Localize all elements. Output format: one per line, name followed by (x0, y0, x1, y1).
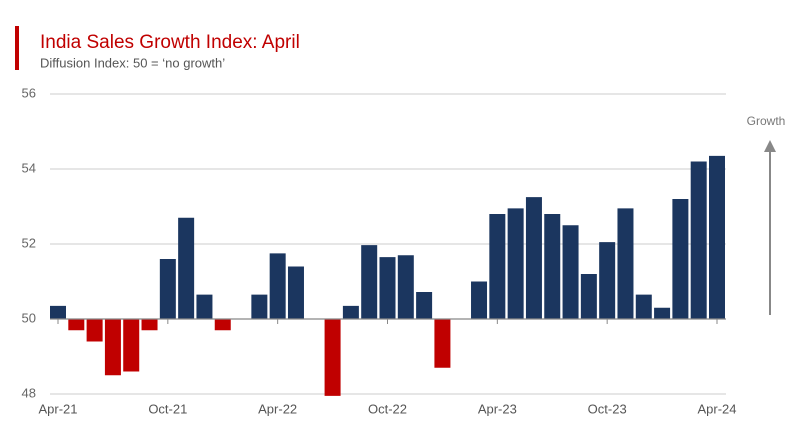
annotation: Growth (747, 114, 786, 128)
bar (580, 274, 597, 319)
bar (342, 305, 359, 319)
bar (416, 292, 433, 319)
bar (544, 214, 561, 319)
chart-subtitle: Diffusion Index: 50 = ‘no growth’ (40, 55, 225, 70)
bar (434, 319, 451, 368)
title-accent (15, 26, 19, 70)
bar (489, 214, 506, 319)
x-tick-label: Apr-24 (697, 401, 736, 416)
bar (324, 319, 341, 396)
y-tick-label: 48 (22, 385, 36, 400)
bar (50, 305, 66, 319)
bar (507, 208, 524, 319)
bar (251, 294, 268, 319)
bar (672, 199, 689, 319)
x-tick-label: Apr-21 (38, 401, 77, 416)
bar (709, 155, 725, 319)
growth-arrowhead (764, 140, 776, 152)
bar (617, 208, 634, 319)
y-tick-label: 50 (22, 310, 36, 325)
bar (562, 225, 579, 319)
bar (86, 319, 103, 342)
y-tick-label: 52 (22, 235, 36, 250)
y-tick-label: 54 (22, 160, 36, 175)
bar (214, 319, 231, 331)
bar (159, 259, 176, 319)
x-tick-label: Oct-21 (148, 401, 187, 416)
bar (525, 197, 542, 319)
bar (104, 319, 121, 376)
bar (196, 294, 213, 319)
bar (397, 255, 414, 319)
bar (141, 319, 158, 331)
x-tick-label: Apr-23 (478, 401, 517, 416)
bar (379, 257, 396, 319)
bar (654, 307, 671, 319)
chart-title: India Sales Growth Index: April (40, 32, 300, 53)
bar (178, 217, 195, 319)
bar (269, 253, 286, 319)
bar (361, 245, 378, 319)
x-tick-label: Oct-23 (588, 401, 627, 416)
bar (287, 266, 304, 319)
bar (123, 319, 140, 372)
x-tick-label: Oct-22 (368, 401, 407, 416)
y-tick-label: 56 (22, 85, 36, 100)
bar (599, 242, 616, 319)
bar (471, 281, 488, 319)
x-tick-label: Apr-22 (258, 401, 297, 416)
bar (68, 319, 85, 331)
bar (690, 161, 707, 319)
bar (635, 294, 652, 319)
